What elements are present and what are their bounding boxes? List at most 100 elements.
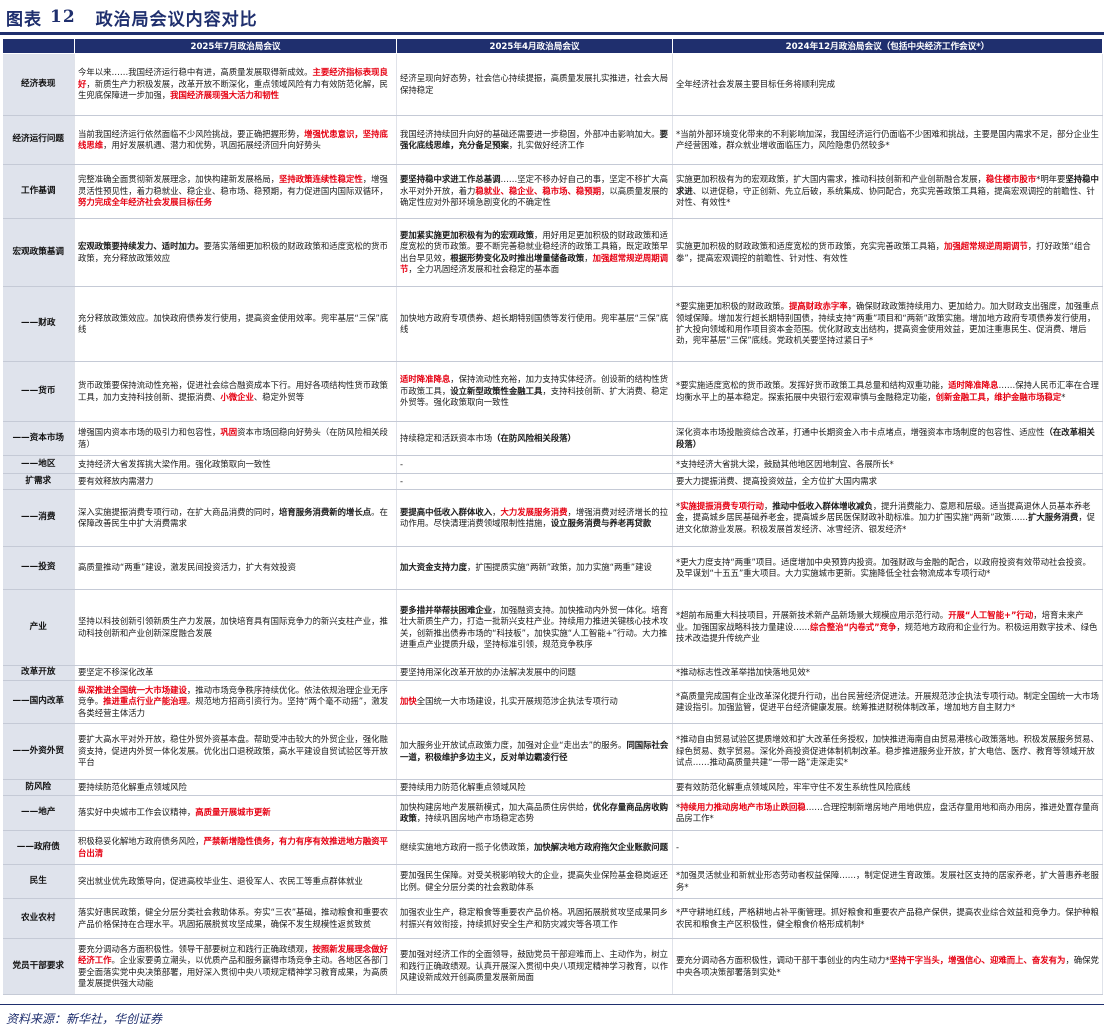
cell-text: ，打好政策“组合拳”，提高宏观调控的前瞻性、针对性、有效性 — [676, 241, 1091, 263]
row-label: 改革开放 — [2, 665, 75, 681]
cell-text: 积极稳妥化解地方政府债务风险， — [78, 836, 204, 847]
table-cell: 积极稳妥化解地方政府债务风险，严禁新增隐性债务，有力有序有效推进地方融资平台出清 — [74, 830, 397, 865]
cell-text: ，全力巩固经济发展和社会稳定的基本面 — [408, 263, 560, 274]
table-row: 工作基调 完整准确全面贯彻新发展理念，加快构建新发展格局，坚持政策连续性稳定性，增… — [2, 164, 1103, 219]
cell-text: 加快构建房地产发展新模式，加大高品质住房供给， — [400, 801, 593, 812]
cell-text: 要坚持用深化改革开放的办法解决发展中的问题 — [400, 667, 576, 678]
bold-text: 要多措并举帮扶困难企业 — [400, 604, 493, 615]
cell-text: 全国统一大市场建设，扎实开展规范涉企执法专项行动 — [416, 696, 618, 707]
row-label: 民生 — [2, 864, 75, 899]
cell-text: 坚持以科技创新引领新质生产力发展，加快培育具有国际竞争力的新兴支柱产业，推动科技… — [78, 616, 388, 638]
cell-text: ，扎实做好经济工作 — [508, 140, 585, 150]
column-header — [2, 38, 75, 54]
cell-text: 要持续用力防范化解重点领域风险 — [400, 781, 526, 792]
cell-text: ，新质生产力积极发展，改革开放不断深化，重点领域风险有力有效防范化解，民生兜底保… — [78, 78, 388, 101]
cell-text: *当前外部环境变化带来的不利影响加深，我国经济运行仍面临不少困难和挑战，主要是国… — [676, 128, 1099, 150]
highlight-text: 主要经济指标表现良好 — [78, 67, 388, 89]
row-label: ——货币 — [2, 361, 75, 422]
row-label: 扩需求 — [2, 473, 75, 490]
table-cell: 要加紧实施更加积极有为的宏观政策，用好用足更加积极的财政政策和适度宽松的货币政策… — [396, 218, 673, 287]
table-cell: *推动标志性改革举措加快落地见效* — [672, 665, 1103, 681]
highlight-text: 小微企业 — [220, 391, 254, 402]
table-cell: 要大力提振消费、提高投资效益，全方位扩大国内需求 — [672, 473, 1103, 490]
cell-text: 实施更加积极的财政政策和适度宽松的货币政策，充实完善政策工具箱， — [676, 241, 944, 252]
table-cell: 经济呈现向好态势，社会信心持续提振，高质量发展扎实推进，社会大局保持稳定 — [396, 53, 673, 116]
cell-text: 持续稳定和活跃资本市场 — [400, 432, 493, 443]
highlight-text: 按照新发展理念做好经济工作 — [78, 943, 388, 966]
cell-text: 、以进促稳，守正创新、先立后破，系统集成、协同配合，充实完善政策工具箱，提高宏观… — [676, 185, 1095, 208]
table-cell: 货币政策要保持流动性充裕，促进社会综合融资成本下行。用好各项结构性货币政策工具，… — [74, 361, 397, 422]
bold-text: 要加紧实施更加积极有为的宏观政策 — [400, 229, 534, 240]
cell-text: ，培育未来产业。加强国家战略科技力量建设…… — [676, 610, 1084, 632]
cell-text: *严守耕地红线，严格耕地占补平衡管理。抓好粮食和重要农产品稳产保供，提高农业综合… — [676, 907, 1099, 929]
bold-text: 设立新型政策性金融工具 — [450, 385, 543, 396]
table-header-row: 2025年7月政治局会议 2025年4月政治局会议 2024年12月政治局会议（… — [2, 38, 1103, 54]
cell-text: 。在保障改善民生中扩大消费需求 — [78, 506, 388, 528]
row-label: ——地区 — [2, 455, 75, 474]
bold-text: 扩大服务消费 — [1028, 512, 1079, 523]
cell-text: 全年经济社会发展主要目标任务将顺利完成 — [676, 78, 836, 89]
table-row: 扩需求 要有效释放内需潜力 - 要大力提振消费、提高投资效益，全方位扩大国内需求 — [2, 473, 1103, 490]
table-row: 产业 坚持以科技创新引领新质生产力发展，加快培育具有国际竞争力的新兴支柱产业，推动… — [2, 589, 1103, 666]
table-cell: *当前外部环境变化带来的不利影响加深，我国经济运行仍面临不少困难和挑战，主要是国… — [672, 115, 1103, 165]
column-header: 2025年7月政治局会议 — [74, 38, 397, 54]
highlight-text: 高质量开展城市更新 — [195, 807, 271, 818]
highlight-text: 大力发展服务消费 — [500, 506, 568, 517]
cell-text: 要充分调动各方面积极性，调动干部干事创业的内生动力 — [676, 955, 886, 966]
highlight-text: 开展“人工智能+”行动 — [948, 610, 1034, 621]
cell-text: ，规范地方政府和企业行为。积极运用数字技术、绿色技术改造提升传统产业 — [676, 621, 1098, 644]
highlight-text: 加强超常规逆周期调节 — [400, 252, 668, 274]
cell-text: 、稳定外贸等 — [253, 391, 305, 402]
cell-text: ……合理控制新增房地产用地供应，盘活存量用地和商办用房，推进处置存量商品房工作* — [676, 801, 1099, 823]
cell-text: *要实施适度宽松的货币政策。发挥好货币政策工具总量和结构双重功能， — [676, 380, 949, 391]
figure-number: 12 — [50, 7, 76, 27]
table-cell: 要充分调动各方面积极性。领导干部要树立和践行正确政绩观，按照新发展理念做好经济工… — [74, 938, 397, 995]
cell-text: 要有效防范化解重点领域风险，牢牢守住不发生系统性风险底线 — [676, 781, 911, 792]
table-row: 改革开放 要坚定不移深化改革 要坚持用深化改革开放的办法解决发展中的问题 *推动标志性… — [2, 665, 1103, 681]
table-cell: 要加强对经济工作的全面领导，鼓励党员干部迎难而上、主动作为，树立和践行正确政绩观… — [396, 938, 673, 995]
table-cell: 当前我国经济运行依然面临不少风险挑战，要正确把握形势，增强忧患意识，坚持底线思维… — [74, 115, 397, 165]
column-header: 2025年4月政治局会议 — [396, 38, 673, 54]
highlight-text: 综合整治“内卷式”竞争 — [810, 621, 897, 632]
cell-text: 要加强民生保障。对受关税影响较大的企业，提高失业保险基金稳岗返还比例。健全分层分… — [400, 870, 668, 892]
bold-text: 培育服务消费新的增长点 — [279, 506, 372, 517]
cell-text: 支持经济大省发挥挑大梁作用。强化政策取向一致性 — [78, 458, 271, 469]
cell-text: *支持经济大省挑大梁，鼓励其他地区因地制宜、各展所长* — [676, 458, 894, 469]
cell-text: 要充分调动各方面积极性。领导干部要树立和践行正确政绩观， — [78, 943, 313, 954]
table-row: ——货币 货币政策要保持流动性充裕，促进社会综合融资成本下行。用好各项结构性货币政… — [2, 361, 1103, 422]
cell-text: 高质量推动“两重”建设，激发民间投资活力，扩大有效投资 — [78, 562, 297, 573]
table-cell: 要扩大高水平对外开放，稳住外贸外资基本盘。帮助受冲击较大的外贸企业，强化融资支持… — [74, 723, 397, 780]
highlight-text: 适时降准降息 — [400, 374, 451, 385]
row-label: ——国内改革 — [2, 680, 75, 724]
cell-text: 货币政策要保持流动性充裕，促进社会综合融资成本下行。用好各项结构性货币政策工具，… — [78, 380, 388, 402]
table-cell: 落实好惠民政策，健全分层分类社会救助体系。夯实“三农”基础，推动粮食和重要农产品… — [74, 898, 397, 939]
table-cell: 要坚持稳中求进工作总基调……坚定不移办好自己的事，坚定不移扩大高水平对外开放，着… — [396, 164, 673, 219]
table-cell: 我国经济持续回升向好的基础还需要进一步稳固，外部冲击影响加大。要强化底线思维，充… — [396, 115, 673, 165]
table-row: 党员干部要求 要充分调动各方面积极性。领导干部要树立和践行正确政绩观，按照新发展理… — [2, 938, 1103, 995]
table-cell: *加强灵活就业和新就业形态劳动者权益保障……，制定促进生育政策。发展社区支持的居… — [672, 864, 1103, 899]
highlight-text: 坚持政策连续性稳定性 — [279, 174, 363, 185]
table-cell: 加快全国统一大市场建设，扎实开展规范涉企执法专项行动 — [396, 680, 673, 724]
cell-text: 要大力提振消费、提高投资效益，全方位扩大国内需求 — [676, 475, 877, 486]
comparison-table: 2025年7月政治局会议 2025年4月政治局会议 2024年12月政治局会议（… — [2, 38, 1103, 995]
table-cell: 要提高中低收入群体收入，大力发展服务消费，增强消费对经济增长的拉动作用。尽快清理… — [396, 489, 673, 547]
bold-text: 同国际社会一道，积极维护多边主义，反对单边霸凌行径 — [400, 740, 669, 762]
table-cell: *超前布局重大科技项目，开展新技术新产品新场景大规模应用示范行动。开展“人工智能… — [672, 589, 1103, 666]
table-cell: 适时降准降息，保持流动性充裕，加力支持实体经济。创设新的结构性货币政策工具，设立… — [396, 361, 673, 422]
table-cell: *更大力度支持“两重”项目。适度增加中央预算内投资。加强财政与金融的配合，以政府… — [672, 546, 1103, 590]
cell-text: 要有效释放内需潜力 — [78, 475, 154, 486]
highlight-text: 加强超常规逆周期调节 — [944, 241, 1028, 252]
figure-title: 政治局会议内容对比 — [95, 9, 258, 30]
table-cell: 要有效释放内需潜力 — [74, 473, 397, 490]
table-cell: 加快构建房地产发展新模式，加大高品质住房供给，优化存量商品房收购政策，持续巩固房… — [396, 795, 673, 831]
table-cell: 持续稳定和活跃资本市场（在防风险相关段落） — [396, 421, 673, 456]
table-cell: 要有效防范化解重点领域风险，牢牢守住不发生系统性风险底线 — [672, 779, 1103, 796]
row-label: ——财政 — [2, 286, 75, 362]
cell-text: 。企业家要勇立潮头，以优质产品和服务赢得市场竞争主动。各地区各部门要全面落实党中… — [78, 955, 388, 988]
cell-text: ， — [763, 500, 773, 511]
table-cell: 宏观政策要持续发力、适时加力。要落实落细更加积极的财政政策和适度宽松的货币政策，… — [74, 218, 397, 287]
table-cell: 深入实施提振消费专项行动，在扩大商品消费的同时，培育服务消费新的增长点。在保障改… — [74, 489, 397, 547]
row-label: 产业 — [2, 589, 75, 666]
cell-text: 继续实施地方政府一揽子化债政策， — [400, 841, 534, 852]
cell-text: 实施更加积极有为的宏观政策，扩大国内需求，推动科技创新和产业创新融合发展， — [676, 174, 986, 185]
